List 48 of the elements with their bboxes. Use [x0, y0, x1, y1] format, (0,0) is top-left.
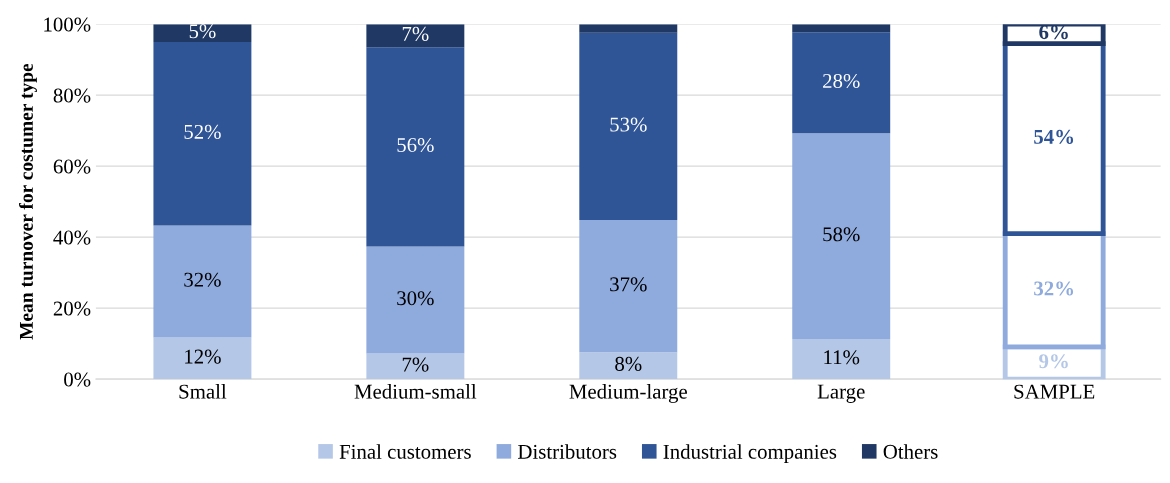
y-tick-label: 60% — [53, 159, 91, 174]
bar — [792, 339, 891, 380]
bar — [366, 353, 465, 380]
data-label: 52% — [184, 124, 221, 139]
bar — [579, 220, 678, 353]
data-label: 28% — [823, 73, 860, 89]
legend-label: Final customers — [339, 444, 471, 459]
data-label: 11% — [824, 350, 860, 365]
x-tick-label: Medium-small — [354, 384, 477, 399]
data-label: 53% — [610, 117, 647, 132]
bar — [366, 47, 465, 247]
x-tick-label: Medium-large — [569, 384, 687, 403]
legend-label: Distributors — [518, 444, 617, 459]
data-label: 37% — [610, 277, 647, 292]
x-tick-label: SAMPLE — [1014, 384, 1095, 399]
data-label: 9% — [1039, 354, 1068, 369]
data-label: 54% — [1034, 129, 1074, 144]
data-label: 7% — [402, 26, 429, 41]
bar — [153, 337, 252, 380]
data-label: 56% — [397, 137, 434, 153]
y-tick-label: 80% — [53, 88, 91, 103]
y-axis-title: Mean turnover for costumer type — [19, 63, 37, 340]
y-tick-label: 100% — [44, 17, 91, 32]
bar — [366, 246, 465, 354]
bar — [153, 41, 252, 226]
bar — [792, 32, 891, 134]
bar — [366, 24, 465, 48]
bar — [579, 24, 678, 33]
legend-label: Others — [883, 444, 938, 459]
data-label: 58% — [823, 227, 860, 242]
data-label: 30% — [397, 291, 434, 306]
x-tick-label: Small — [179, 384, 227, 399]
legend-label: Industrial companies — [663, 444, 837, 464]
y-tick-label: 0% — [64, 372, 91, 387]
x-tick-label: Large — [817, 384, 865, 403]
data-label: 5% — [189, 24, 216, 39]
data-label: 8% — [615, 356, 642, 371]
data-label: 32% — [1034, 281, 1074, 296]
data-label: 7% — [402, 357, 429, 372]
bar — [153, 24, 252, 42]
data-label: 32% — [184, 272, 221, 287]
bar — [579, 352, 678, 380]
bar — [792, 133, 891, 340]
bar — [153, 225, 252, 338]
y-tick-label: 20% — [53, 301, 91, 316]
y-tick-label: 40% — [53, 230, 91, 245]
bar — [579, 32, 678, 221]
data-label: 12% — [185, 349, 221, 364]
